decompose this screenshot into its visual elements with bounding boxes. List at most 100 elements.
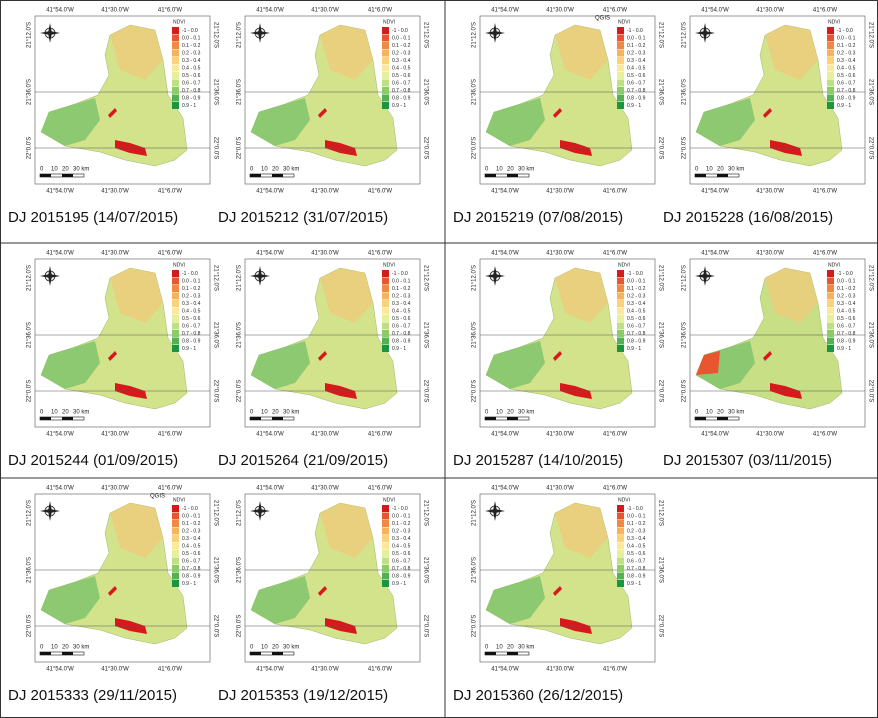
legend-swatch <box>617 322 624 330</box>
lon-label: 41°30.0'W <box>546 486 574 492</box>
legend-swatch <box>827 49 834 57</box>
scale-label: 30 km <box>283 645 299 651</box>
green-zone <box>696 341 755 389</box>
lon-label: 41°30.0'W <box>311 189 339 195</box>
legend-label: 0.7 - 0.8 <box>627 331 646 337</box>
lat-label: 21°12.0'S <box>682 22 688 48</box>
green-zone <box>486 576 545 624</box>
watermark: QGIS <box>595 16 610 22</box>
legend-swatch <box>382 330 389 337</box>
lon-label: 41°6.0'W <box>368 8 393 14</box>
scale-label: 0 <box>40 645 44 651</box>
lon-label: 41°54.0'W <box>46 432 74 438</box>
legend-label: 0.2 - 0.3 <box>392 50 411 56</box>
legend-swatch <box>617 307 624 315</box>
legend-label: 0.0 - 0.1 <box>627 278 646 284</box>
legend-swatch <box>382 535 389 542</box>
orange-zone <box>765 268 818 323</box>
scale-label: 30 km <box>283 167 299 173</box>
scale-bar <box>40 417 51 420</box>
red-patch <box>553 108 562 118</box>
lon-label: 41°6.0'W <box>813 251 838 257</box>
legend-label: 0.2 - 0.3 <box>837 50 856 56</box>
compass <box>695 23 715 43</box>
lat-label: 22°0.0'S <box>867 137 873 160</box>
legend-label: 0.5 - 0.6 <box>182 73 201 79</box>
legend-swatch <box>172 345 179 352</box>
scale-label: 0 <box>250 645 254 651</box>
legend-label: 0.5 - 0.6 <box>392 551 411 557</box>
legend-label: 0.6 - 0.7 <box>392 323 411 329</box>
scale-bar <box>62 417 73 420</box>
legend-swatch <box>617 557 624 565</box>
legend-swatch <box>382 292 389 300</box>
compass <box>250 266 270 286</box>
legend-title: NDVI <box>828 262 840 268</box>
scale-label: 20 <box>507 410 514 416</box>
lon-label: 41°54.0'W <box>701 189 729 195</box>
legend-swatch <box>172 520 179 527</box>
legend-label: -1 - 0.0 <box>392 271 408 277</box>
scale-label: 30 km <box>73 167 89 173</box>
legend-label: 0.7 - 0.8 <box>182 331 201 337</box>
scale-label: 30 km <box>518 645 534 651</box>
lat-label: 22°0.0'S <box>237 137 243 160</box>
legend-title: NDVI <box>173 497 185 503</box>
lon-label: 41°54.0'W <box>46 251 74 257</box>
legend-label: 0.9 - 1 <box>182 346 196 352</box>
lat-label: 21°12.0'S <box>472 500 478 526</box>
lat-label: 22°0.0'S <box>212 615 218 638</box>
map-panel: 41°54.0'W 41°54.0'W 41°30.0'W 41°30.0'W 41°6… <box>663 8 873 226</box>
scale-label: 10 <box>51 167 58 173</box>
lon-label: 41°6.0'W <box>158 432 183 438</box>
legend-label: 0.9 - 1 <box>392 103 406 109</box>
legend-swatch <box>617 94 624 102</box>
scale-bar <box>695 417 706 420</box>
legend-label: 0.4 - 0.5 <box>392 543 411 549</box>
lon-label: 41°30.0'W <box>756 8 784 14</box>
lon-label: 41°30.0'W <box>311 251 339 257</box>
legend-swatch <box>827 345 834 352</box>
legend-label: 0.9 - 1 <box>182 581 196 587</box>
scale-label: 20 <box>62 167 69 173</box>
legend-swatch <box>382 57 389 64</box>
legend-swatch <box>382 527 389 535</box>
legend-swatch <box>382 49 389 57</box>
lon-label: 41°6.0'W <box>158 251 183 257</box>
lon-label: 41°6.0'W <box>813 8 838 14</box>
legend-label: -1 - 0.0 <box>627 271 643 277</box>
legend-swatch <box>382 270 389 277</box>
lon-label: 41°54.0'W <box>46 486 74 492</box>
legend-swatch <box>827 102 834 109</box>
legend-label: 0.2 - 0.3 <box>182 50 201 56</box>
orange-zone <box>765 25 818 80</box>
lat-label: 21°12.0'S <box>422 22 428 48</box>
legend-label: 0.8 - 0.9 <box>627 338 646 344</box>
lat-label: 21°12.0'S <box>657 500 663 526</box>
lat-label: 22°0.0'S <box>422 615 428 638</box>
scale-label: 0 <box>250 167 254 173</box>
red-patch <box>553 351 562 361</box>
map-caption: DJ 2015264 (21/09/2015) <box>218 452 388 469</box>
map-caption: DJ 2015244 (01/09/2015) <box>8 452 178 469</box>
legend-swatch <box>172 72 179 79</box>
legend-label: 0.5 - 0.6 <box>182 316 201 322</box>
legend-label: 0.0 - 0.1 <box>392 278 411 284</box>
lon-label: 41°54.0'W <box>491 189 519 195</box>
legend-swatch <box>617 34 624 42</box>
legend-label: -1 - 0.0 <box>182 506 198 512</box>
legend-label: 0.6 - 0.7 <box>182 80 201 86</box>
legend-label: 0.1 - 0.2 <box>392 521 411 527</box>
legend-swatch <box>827 292 834 300</box>
legend-title: NDVI <box>173 19 185 25</box>
scale-label: 0 <box>485 410 489 416</box>
legend-swatch <box>172 557 179 565</box>
scale-bar <box>507 174 518 177</box>
green-zone <box>486 98 545 146</box>
lon-label: 41°6.0'W <box>603 8 628 14</box>
lon-label: 41°6.0'W <box>158 667 183 673</box>
scale-label: 20 <box>717 410 724 416</box>
scale-bar <box>507 417 518 420</box>
legend-label: 0.5 - 0.6 <box>392 73 411 79</box>
